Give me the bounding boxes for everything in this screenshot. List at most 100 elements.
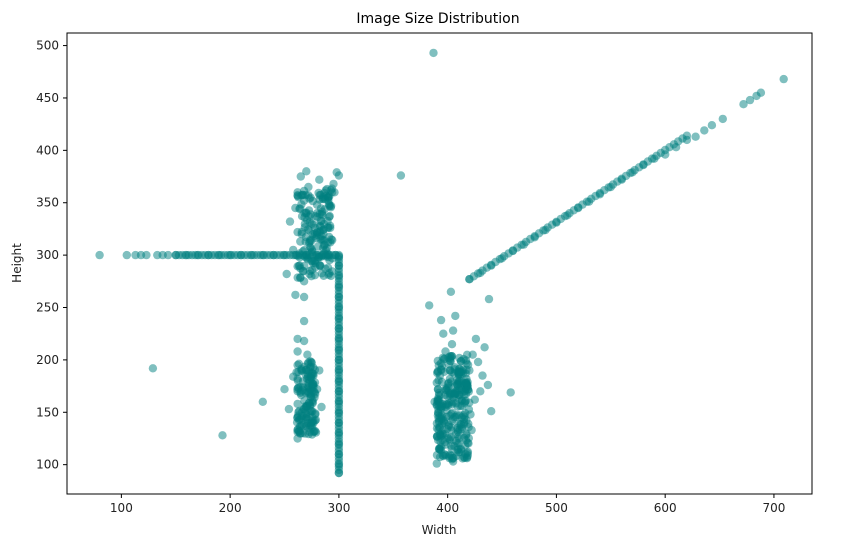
data-point [334,252,344,261]
data-point [434,361,443,370]
data-point [445,436,455,445]
data-point [315,175,324,184]
y-axis-title: Height [10,243,24,283]
data-point [303,350,312,359]
data-point [299,266,308,276]
data-point [439,355,448,364]
data-point [299,316,309,326]
data-point [307,272,316,281]
x-tick-label: 700 [762,501,785,515]
data-point [447,451,456,460]
data-point [473,357,483,367]
data-point [142,250,151,260]
data-point [300,245,309,255]
y-tick-label: 400 [36,143,59,157]
data-point [294,367,303,377]
data-point [447,417,456,426]
data-point [452,389,461,398]
data-point [434,436,443,445]
data-point [779,74,788,84]
data-point [454,419,463,429]
data-point [316,216,325,226]
data-point [682,131,692,140]
data-point [313,253,323,262]
data-point [301,365,311,375]
data-point [454,448,463,457]
data-point [484,294,494,304]
data-point [293,376,302,385]
data-point [440,367,449,376]
data-point [445,356,455,365]
chart-title: Image Size Distribution [356,11,519,27]
data-point [429,48,438,58]
data-point [451,436,461,446]
data-point [293,347,302,356]
data-point [306,357,315,366]
data-point [303,414,312,424]
data-point [487,407,496,416]
data-point [455,364,464,374]
data-point [447,444,456,454]
y-tick-label: 250 [36,301,59,315]
data-point [291,290,300,300]
data-point [739,100,748,109]
data-point [436,315,446,325]
y-tick-label: 200 [36,353,59,367]
data-point [425,301,434,310]
data-point [463,451,472,460]
data-point [443,383,452,393]
data-point [463,381,472,390]
data-point [437,377,447,387]
data-point [451,311,460,321]
data-point [447,340,457,349]
data-point [294,383,303,392]
data-point [300,252,309,261]
data-point [122,250,131,260]
y-tick-label: 150 [36,405,59,419]
data-point [442,400,452,409]
x-tick-label: 500 [545,501,568,515]
y-tick-label: 450 [36,91,59,105]
data-point [432,459,441,468]
data-point [148,364,158,373]
data-point [435,445,444,454]
data-point [293,399,302,409]
x-axis: 100 200 300 400 500 600 700 [110,494,785,515]
data-point [323,249,333,258]
data-point [163,250,173,260]
y-tick-label: 300 [36,248,59,262]
data-point [294,407,303,417]
data-point [299,336,309,346]
data-point [293,334,302,344]
data-point [319,271,328,280]
data-point [446,287,456,296]
data-point [304,191,313,200]
data-point [293,273,302,282]
data-point [691,132,700,141]
data-point [324,199,334,209]
data-point [328,235,337,245]
data-point [434,391,444,400]
data-point [325,256,334,265]
data-point [323,263,333,272]
x-tick-label: 300 [327,501,350,515]
data-point [435,399,445,408]
y-axis: 100 150 200 250 300 350 400 450 500 [36,39,67,472]
data-point [700,126,709,135]
data-point [297,390,306,400]
data-point [296,204,305,213]
x-tick-label: 200 [219,501,242,515]
data-point [299,292,309,302]
data-point [745,95,755,105]
data-point [284,404,294,414]
data-point [285,217,295,226]
data-point [460,390,469,399]
data-point [305,237,314,246]
x-tick-label: 100 [110,501,133,515]
data-point [459,411,468,420]
data-point [451,399,461,408]
data-point [293,262,302,271]
data-point [304,388,313,397]
data-point [459,354,468,364]
